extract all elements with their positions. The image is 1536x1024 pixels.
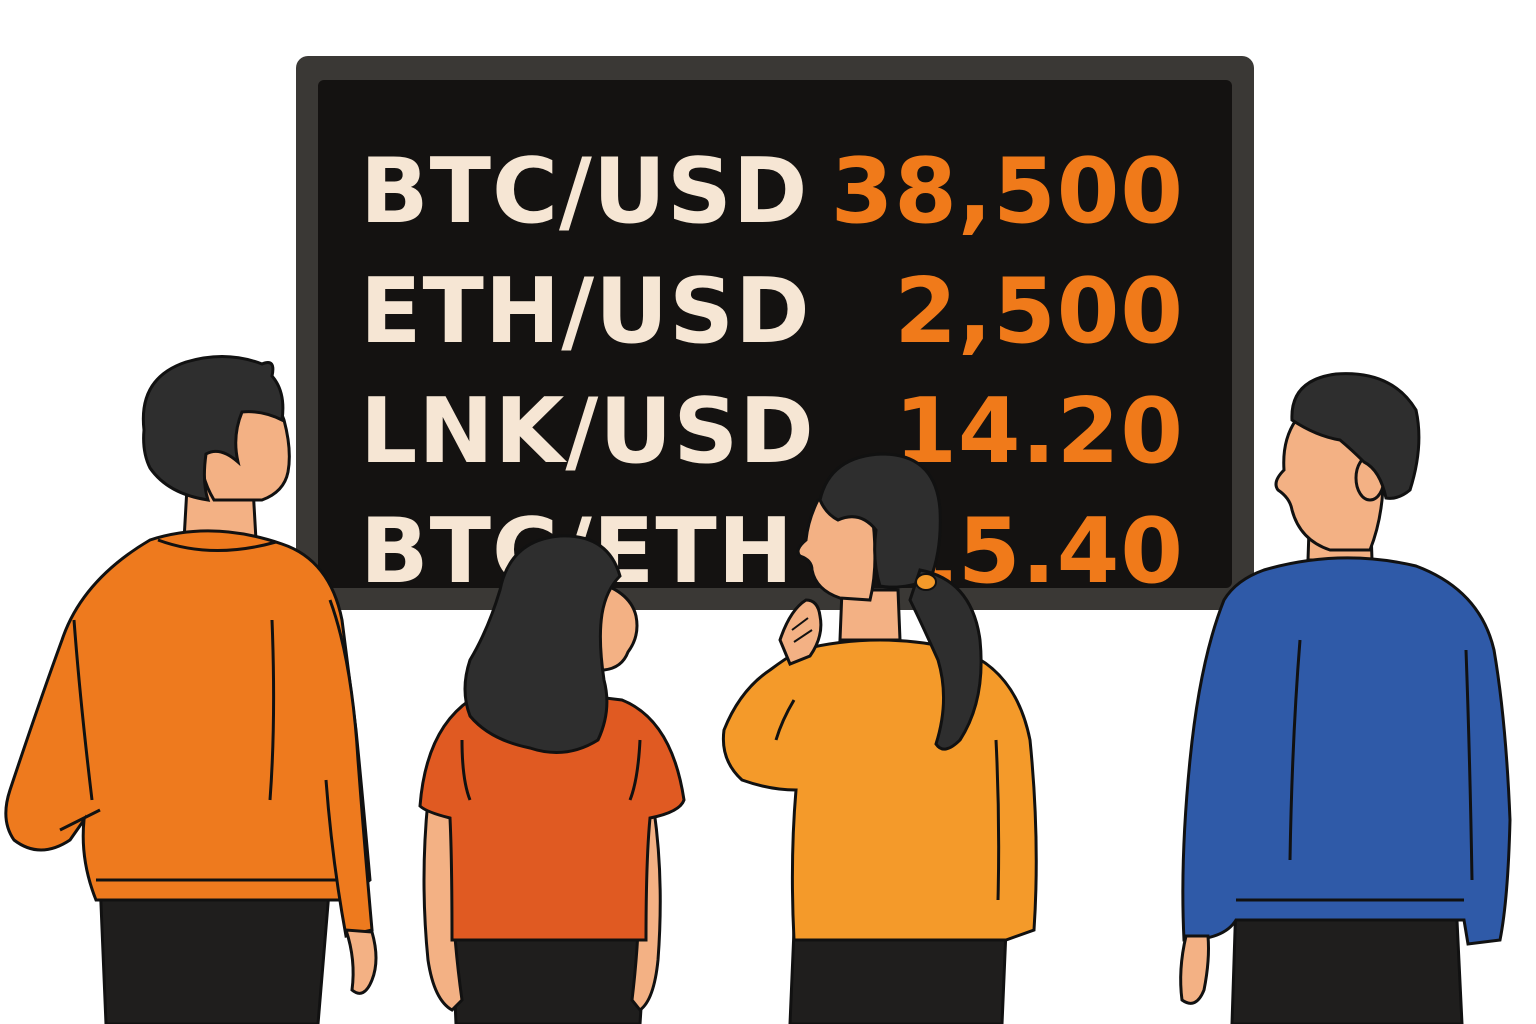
man-orange-shirt	[4, 354, 378, 1024]
price-board: BTC/USD 38,500 ETH/USD 2,500 LNK/USD 14.…	[296, 56, 1254, 610]
ticker-row-btc-eth: BTC/ETH 15.40	[318, 492, 1232, 612]
ticker-pair: ETH/USD	[360, 259, 811, 364]
woman-red-shirt	[418, 534, 686, 1024]
ticker-price: 2,500	[894, 259, 1184, 364]
ticker-pair: LNK/USD	[360, 379, 815, 484]
ticker-price: 38,500	[830, 139, 1184, 244]
price-board-screen: BTC/USD 38,500 ETH/USD 2,500 LNK/USD 14.…	[318, 80, 1232, 604]
ticker-row-btc-usd: BTC/USD 38,500	[318, 132, 1232, 252]
woman-yellow-shirt	[721, 452, 1038, 1024]
ticker-row-lnk-usd: LNK/USD 14.20	[318, 372, 1232, 492]
ticker-row-eth-usd: ETH/USD 2,500	[318, 252, 1232, 372]
ticker-pair: BTC/USD	[360, 139, 809, 244]
man-blue-shirt	[1179, 372, 1512, 1024]
ticker-price: 14.20	[894, 379, 1184, 484]
